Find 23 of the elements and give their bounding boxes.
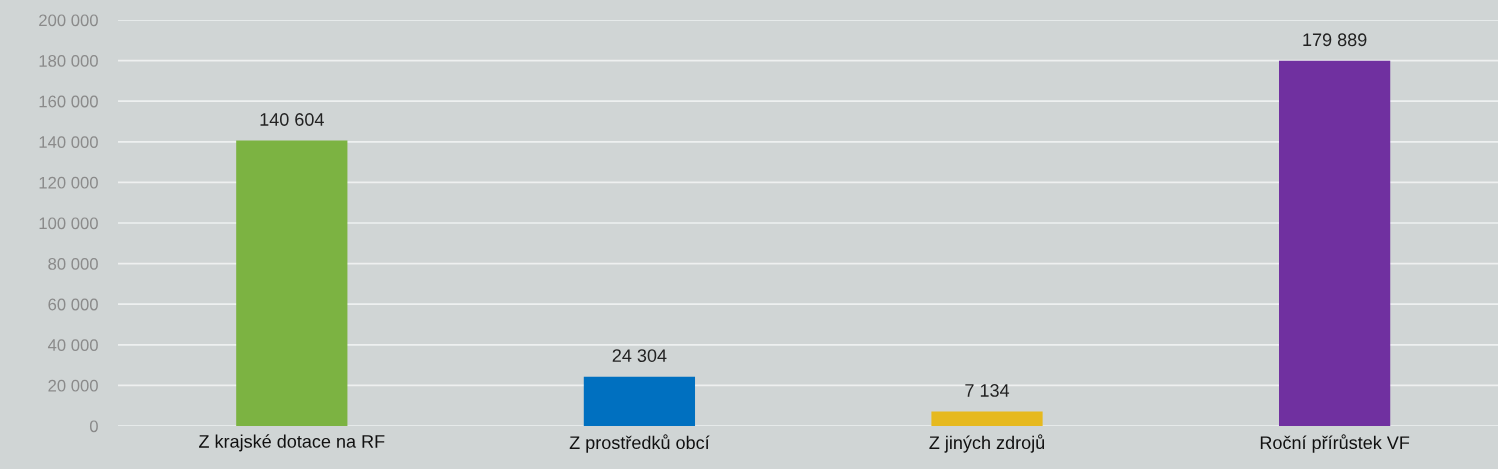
bar bbox=[1279, 60, 1391, 426]
y-tick-label: 160 000 bbox=[39, 95, 98, 108]
bar bbox=[583, 376, 696, 426]
y-tick-label: 20 000 bbox=[48, 379, 98, 392]
y-tick-label: 60 000 bbox=[48, 298, 98, 311]
y-tick-label: 0 bbox=[89, 420, 98, 433]
data-label: 140 604 bbox=[260, 113, 324, 126]
data-label: 24 304 bbox=[612, 349, 667, 362]
y-tick-label: 40 000 bbox=[47, 339, 98, 351]
x-tick-label: Z krajské dotace na RF bbox=[199, 434, 385, 452]
data-label: 7 134 bbox=[965, 384, 1010, 397]
bar bbox=[236, 140, 348, 426]
y-tick-label: 180 000 bbox=[39, 55, 98, 67]
y-tick-label: 120 000 bbox=[39, 176, 98, 189]
data-label: 179 889 bbox=[1303, 33, 1367, 47]
y-tick-label: 80 000 bbox=[48, 258, 98, 270]
bar bbox=[931, 411, 1043, 426]
x-tick-label: Z jiných zdrojů bbox=[929, 434, 1045, 453]
y-tick-label: 100 000 bbox=[39, 217, 98, 230]
x-tick-label: Z prostředků obcí bbox=[569, 434, 710, 453]
x-tick-label: Roční přírůstek VF bbox=[1260, 434, 1410, 453]
y-tick-label: 200 000 bbox=[39, 14, 98, 27]
y-tick-label: 140 000 bbox=[39, 136, 98, 148]
